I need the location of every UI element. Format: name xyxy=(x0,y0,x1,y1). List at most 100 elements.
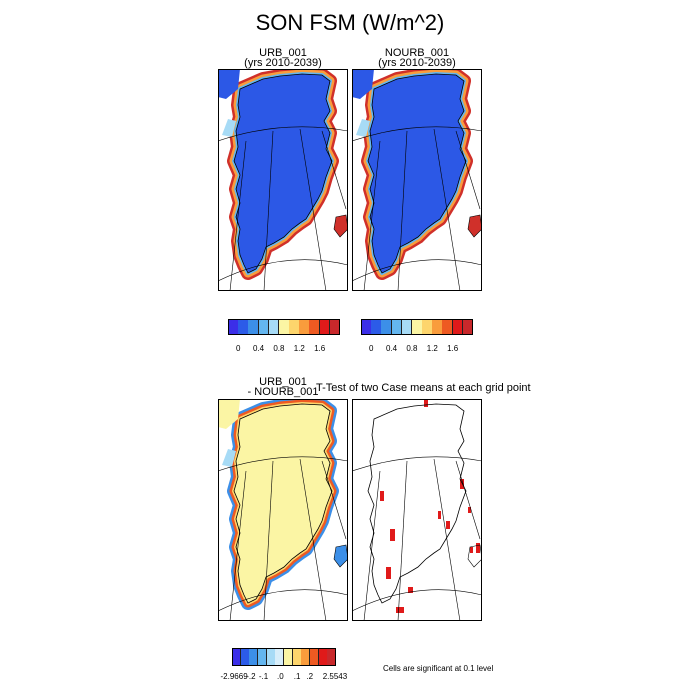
significant-cell xyxy=(380,491,384,501)
panel-title-urb: URB_001 (yrs 2010-2039) xyxy=(218,47,348,69)
colorbar-urb: 0 0.4 0.8 1.2 1.6 xyxy=(228,319,341,353)
map-panel-nourb xyxy=(352,69,482,291)
map-urb-graticule-lat xyxy=(218,259,348,282)
colorbar-urb-swatch xyxy=(289,319,300,335)
colorbar-urb-tick-label: 0.8 xyxy=(273,344,285,353)
panel-title-ttest: T-Test of two Case means at each grid po… xyxy=(316,382,531,394)
colorbar-nourb-swatch xyxy=(391,319,403,335)
map-urb-graticule-lon xyxy=(263,130,274,291)
colorbar-diff-swatch xyxy=(240,648,250,666)
map-urb-ice-sheet xyxy=(234,74,332,273)
map-nourb-graticule-lon xyxy=(433,128,461,291)
map-panel-diff xyxy=(218,399,348,621)
map-diff-ice-sheet xyxy=(234,404,332,603)
panel-title-diff-line1: URB_001 xyxy=(259,376,307,388)
colorbar-diff-tick-label: .0 xyxy=(276,672,284,681)
map-nourb-iceland-fill xyxy=(468,215,482,237)
map-ttest-graticule-lat xyxy=(352,589,482,612)
panel-title-nourb-line1: NOURB_001 xyxy=(384,47,450,59)
map-urb-iceland-fill xyxy=(334,215,348,237)
map-diff-graticule-lon xyxy=(229,470,247,621)
colorbar-diff-tick-label: 2.5543 xyxy=(322,672,348,681)
colorbar-nourb-tick-label: 0.4 xyxy=(385,344,398,353)
map-diff-graticule-lat xyxy=(218,456,348,472)
page-title: SON FSM (W/m^2) xyxy=(255,10,445,35)
colorbar-diff-swatch xyxy=(266,648,276,666)
map-diff-graticule-lon xyxy=(263,460,274,621)
significant-cell xyxy=(446,521,450,529)
map-diff-north-fill xyxy=(218,399,240,429)
colorbar-diff-tick-label: -2.9669 xyxy=(220,672,248,681)
map-urb-frame xyxy=(218,69,348,291)
colorbar-urb-swatch xyxy=(268,319,280,335)
colorbar-diff-swatch xyxy=(249,648,259,666)
colorbar-nourb-tick-label: 1.6 xyxy=(447,344,459,353)
colorbar-urb-swatch xyxy=(299,319,310,335)
map-urb-graticule-lat xyxy=(218,126,348,142)
panel-title-nourb: NOURB_001 (yrs 2010-2039) xyxy=(352,47,482,69)
colorbar-urb-swatch xyxy=(319,319,331,335)
colorbar-nourb-frame xyxy=(361,319,473,335)
map-diff-frame xyxy=(218,399,348,621)
colorbar-urb-tick-label: 0 xyxy=(235,344,241,353)
map-nourb-ice-sheet xyxy=(368,74,466,273)
map-ttest-coastline-iceland xyxy=(467,544,482,568)
map-ttest-graticule-lon xyxy=(363,470,381,621)
map-urb-graticule-lon xyxy=(229,140,247,291)
colorbar-diff-swatch xyxy=(318,648,328,666)
colorbar-urb-swatch xyxy=(258,319,270,335)
map-nourb-graticule-lon xyxy=(363,140,381,291)
colorbar-diff-swatch xyxy=(284,648,294,666)
map-nourb-patch xyxy=(356,119,370,137)
map-diff-iceland-fill xyxy=(334,545,348,567)
colorbar-nourb-swatch xyxy=(432,319,443,335)
colorbar-diff: -2.9669 -.2 -.1 .0 .1 .2 2.5543 xyxy=(221,648,347,681)
map-ttest-graticule-lat xyxy=(352,456,482,472)
colorbar-diff-swatch xyxy=(258,648,268,666)
significant-cell xyxy=(424,399,428,407)
colorbar-diff-swatch xyxy=(232,648,242,666)
colorbar-diff-swatch xyxy=(292,648,302,666)
map-panel-urb xyxy=(218,69,348,291)
map-nourb-graticule-lon xyxy=(397,130,408,291)
map-diff-coastline xyxy=(233,403,333,604)
map-ttest-graticule-lon xyxy=(433,458,461,621)
colorbar-nourb-swatch xyxy=(422,319,433,335)
colorbar-nourb-swatch xyxy=(452,319,464,335)
map-nourb-north-fill xyxy=(352,69,374,99)
colorbar-nourb-swatch xyxy=(371,319,382,335)
map-diff-graticule-lon xyxy=(299,458,327,621)
significant-cell xyxy=(438,511,441,519)
colorbar-nourb-tick-label: 0.8 xyxy=(406,344,418,353)
colorbar-urb-tick-label: 0.4 xyxy=(252,344,265,353)
significant-cell xyxy=(460,479,464,489)
map-urb-patch xyxy=(222,119,236,137)
map-panel-ttest xyxy=(352,399,482,621)
map-ttest-graticule-lon xyxy=(397,460,408,621)
map-nourb-graticule-lon xyxy=(455,130,481,210)
map-diff-coastline-iceland xyxy=(333,544,348,568)
map-diff-graticule-lat xyxy=(218,589,348,612)
map-nourb-coastline-iceland xyxy=(467,214,482,238)
map-diff-graticule-lon xyxy=(321,460,347,540)
colorbar-nourb-tick-label: 0 xyxy=(368,344,374,353)
significant-cell xyxy=(390,529,395,541)
colorbar-urb-tick-label: 1.6 xyxy=(314,344,326,353)
colorbar-diff-tick-label: -.1 xyxy=(258,672,269,681)
colorbar-urb-tick-label: 1.2 xyxy=(293,344,305,353)
colorbar-diff-tick-label: -.2 xyxy=(246,672,256,681)
significant-cell xyxy=(386,567,391,579)
colorbar-diff-swatch xyxy=(301,648,311,666)
colorbar-diff-swatch xyxy=(275,648,285,666)
map-diff-patch xyxy=(222,449,236,467)
colorbar-diff-frame xyxy=(232,648,336,666)
colorbar-urb-swatch xyxy=(238,319,249,335)
map-ttest-coastline xyxy=(367,403,467,604)
map-nourb-graticule-lat xyxy=(352,126,482,142)
significant-cell xyxy=(476,543,480,553)
colorbar-diff-swatch xyxy=(310,648,320,666)
colorbar-nourb: 0 0.4 0.8 1.2 1.6 xyxy=(361,319,474,353)
map-urb-coastline xyxy=(233,73,333,274)
map-nourb-frame xyxy=(352,69,482,291)
panel-title-urb-line1: URB_001 xyxy=(259,47,307,59)
